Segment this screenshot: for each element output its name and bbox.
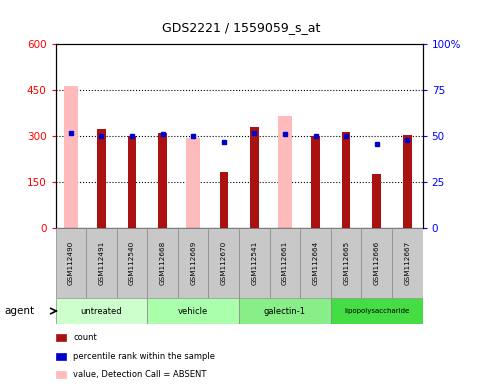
Text: GSM112540: GSM112540 (129, 241, 135, 285)
Text: value, Detection Call = ABSENT: value, Detection Call = ABSENT (73, 370, 207, 379)
Bar (117, 228, 147, 298)
Bar (178, 228, 209, 298)
Text: GSM112668: GSM112668 (159, 241, 166, 285)
Text: lipopolysaccharide: lipopolysaccharide (344, 308, 410, 314)
Text: count: count (73, 333, 97, 342)
Bar (403, 135, 412, 228)
Bar (64, 86, 78, 228)
Bar (300, 228, 331, 298)
Text: GDS2221 / 1559059_s_at: GDS2221 / 1559059_s_at (162, 21, 321, 34)
Bar (147, 298, 239, 324)
Bar (372, 174, 381, 228)
Text: GSM112667: GSM112667 (404, 241, 411, 285)
Text: GSM112666: GSM112666 (374, 241, 380, 285)
Bar (56, 298, 147, 324)
Bar (86, 228, 117, 298)
Bar (239, 228, 270, 298)
Bar (392, 228, 423, 298)
Text: percentile rank within the sample: percentile rank within the sample (73, 352, 215, 361)
Bar (219, 172, 228, 228)
Text: GSM112664: GSM112664 (313, 241, 319, 285)
Bar (331, 298, 423, 324)
Text: GSM112490: GSM112490 (68, 241, 74, 285)
Text: agent: agent (5, 306, 35, 316)
Bar (56, 228, 86, 298)
Text: galectin-1: galectin-1 (264, 306, 306, 316)
Text: untreated: untreated (81, 306, 122, 316)
Bar (128, 136, 136, 228)
Bar (97, 129, 106, 228)
Bar (311, 136, 320, 228)
Bar (250, 127, 259, 228)
Bar (270, 228, 300, 298)
Bar (331, 228, 361, 298)
Bar (147, 228, 178, 298)
Text: GSM112670: GSM112670 (221, 241, 227, 285)
Text: GSM112669: GSM112669 (190, 241, 196, 285)
Bar (186, 138, 200, 228)
Bar (158, 133, 167, 228)
Text: vehicle: vehicle (178, 306, 208, 316)
Bar (239, 298, 331, 324)
Text: GSM112665: GSM112665 (343, 241, 349, 285)
Bar (342, 132, 351, 228)
Bar (361, 228, 392, 298)
Text: GSM112541: GSM112541 (251, 241, 257, 285)
Bar (209, 228, 239, 298)
Bar (278, 116, 292, 228)
Text: GSM112491: GSM112491 (99, 241, 104, 285)
Text: GSM112661: GSM112661 (282, 241, 288, 285)
